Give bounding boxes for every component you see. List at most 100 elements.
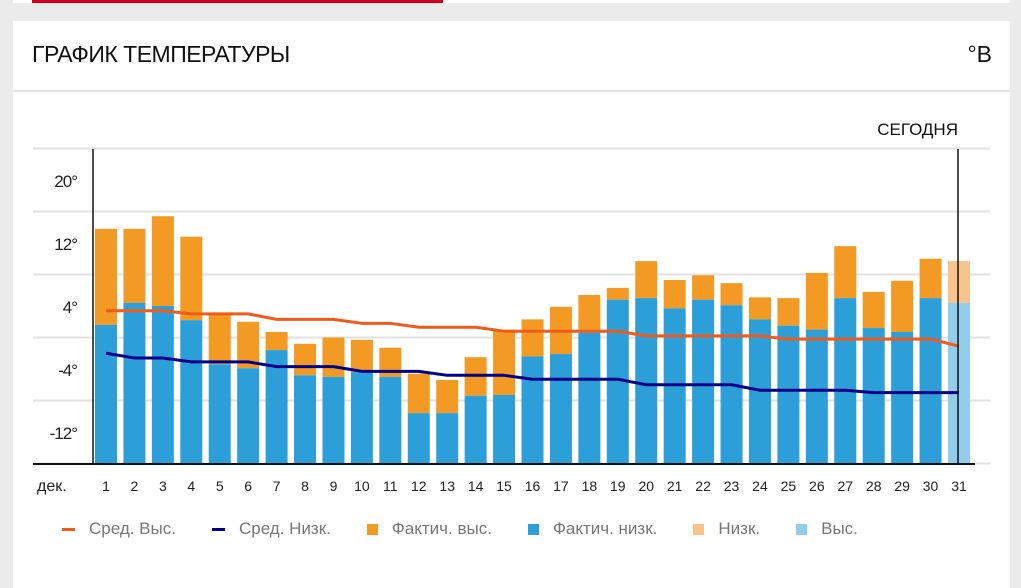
- actual-low-bar: [493, 394, 516, 464]
- legend-swatch: [62, 527, 75, 531]
- x-tick-label: 8: [301, 478, 309, 494]
- x-tick-label: 21: [667, 478, 683, 494]
- x-tick-label: 2: [131, 478, 139, 494]
- actual-low-bar: [151, 306, 174, 464]
- x-tick-label: 27: [837, 478, 853, 494]
- actual-high-bar: [720, 283, 743, 306]
- forecast-high-bar: [948, 261, 970, 303]
- actual-high-bar: [407, 373, 430, 414]
- actual-high-bar: [521, 319, 544, 357]
- actual-high-bar: [350, 339, 373, 373]
- x-tick-label: 13: [439, 478, 455, 494]
- legend-swatch: [796, 523, 808, 535]
- x-tick-label: 30: [923, 478, 939, 494]
- actual-high-bar: [95, 228, 117, 325]
- x-tick-label: 14: [468, 478, 484, 494]
- actual-high-bar: [436, 380, 459, 414]
- actual-low-bar: [379, 376, 402, 464]
- unit-toggle[interactable]: °В: [967, 41, 992, 67]
- actual-high-bar: [834, 246, 857, 299]
- actual-low-bar: [834, 298, 857, 464]
- x-tick-label: 9: [330, 478, 338, 494]
- x-axis-month-label: дек.: [37, 478, 67, 495]
- actual-high-bar: [322, 337, 345, 377]
- legend-swatch: [211, 527, 225, 531]
- actual-low-bar: [208, 364, 231, 464]
- actual-high-bar: [151, 216, 174, 306]
- actual-high-bar: [208, 313, 231, 365]
- chart-legend: Сред. Выс. Сред. Низк. Фактич. выс. Факт…: [62, 519, 894, 539]
- actual-low-bar: [549, 354, 572, 464]
- forecast-low-bar: [948, 302, 970, 464]
- legend-label: Фактич. выс.: [391, 519, 492, 538]
- actual-high-bar: [578, 294, 601, 333]
- actual-low-bar: [692, 299, 715, 464]
- x-tick-label: 22: [695, 478, 711, 494]
- y-tick-label: 4°: [63, 298, 77, 317]
- active-tab-indicator: [32, 0, 443, 3]
- x-tick-label: 4: [187, 478, 195, 494]
- actual-low-bar: [805, 329, 828, 464]
- legend-actual-low[interactable]: Фактич. низк.: [527, 519, 658, 539]
- x-tick-label: 16: [525, 478, 541, 494]
- actual-low-bar: [180, 320, 203, 464]
- x-tick-label: 10: [354, 478, 370, 494]
- actual-low-bar: [635, 298, 658, 464]
- x-tick-label: 24: [752, 478, 768, 494]
- x-tick-label: 6: [244, 478, 252, 494]
- top-strip: [13, 0, 1010, 3]
- actual-high-bar: [379, 347, 402, 377]
- actual-low-bar: [436, 413, 459, 464]
- x-tick-label: 12: [411, 478, 427, 494]
- actual-high-bar: [777, 298, 800, 326]
- actual-high-bar: [265, 331, 288, 351]
- actual-low-bar: [407, 413, 430, 464]
- legend-avg-high[interactable]: Сред. Выс.: [62, 519, 176, 539]
- actual-low-bar: [464, 395, 487, 464]
- y-tick-label: 12°: [54, 235, 77, 254]
- actual-low-bar: [123, 302, 146, 464]
- x-tick-label: 19: [610, 478, 626, 494]
- legend-swatch: [693, 523, 705, 535]
- x-tick-label: 11: [383, 478, 398, 494]
- x-tick-label: 20: [638, 478, 654, 494]
- legend-avg-low[interactable]: Сред. Низк.: [211, 519, 331, 539]
- actual-low-bar: [265, 350, 288, 464]
- legend-forecast-high[interactable]: Выс.: [796, 519, 858, 539]
- actual-high-bar: [748, 297, 771, 320]
- actual-low-bar: [322, 376, 345, 464]
- x-tick-label: 28: [866, 478, 882, 494]
- actual-high-bar: [862, 291, 885, 329]
- x-tick-label: 31: [951, 478, 967, 494]
- actual-high-bar: [919, 258, 942, 299]
- x-tick-label: 18: [582, 478, 598, 494]
- x-tick-label: 29: [894, 478, 910, 494]
- today-label: СЕГОДНЯ: [877, 120, 958, 139]
- actual-high-bar: [294, 343, 317, 376]
- x-tick-label: 15: [496, 478, 512, 494]
- actual-high-bar: [493, 329, 516, 395]
- x-tick-label: 17: [553, 478, 569, 494]
- legend-swatch: [527, 523, 539, 535]
- actual-low-bar: [891, 331, 914, 464]
- actual-low-bar: [919, 298, 942, 464]
- actual-high-bar: [663, 280, 686, 309]
- x-tick-label: 23: [724, 478, 740, 494]
- actual-high-bar: [237, 321, 260, 369]
- actual-high-bar: [635, 261, 658, 299]
- legend-label: Сред. Низк.: [238, 519, 331, 538]
- avg-low-line: [105, 351, 959, 395]
- actual-high-bar: [180, 236, 203, 321]
- actual-low-bar: [578, 332, 601, 464]
- avg-high-line: [106, 309, 960, 348]
- legend-label: Низк.: [718, 519, 761, 538]
- actual-high-bar: [805, 272, 828, 330]
- legend-label: Фактич. низк.: [552, 519, 658, 538]
- x-tick-label: 3: [159, 478, 167, 494]
- legend-actual-high[interactable]: Фактич. выс.: [366, 519, 492, 539]
- x-tick-label: 26: [809, 478, 825, 494]
- legend-forecast-low[interactable]: Низк.: [693, 519, 760, 539]
- actual-low-bar: [95, 324, 117, 464]
- legend-label: Сред. Выс.: [89, 519, 176, 538]
